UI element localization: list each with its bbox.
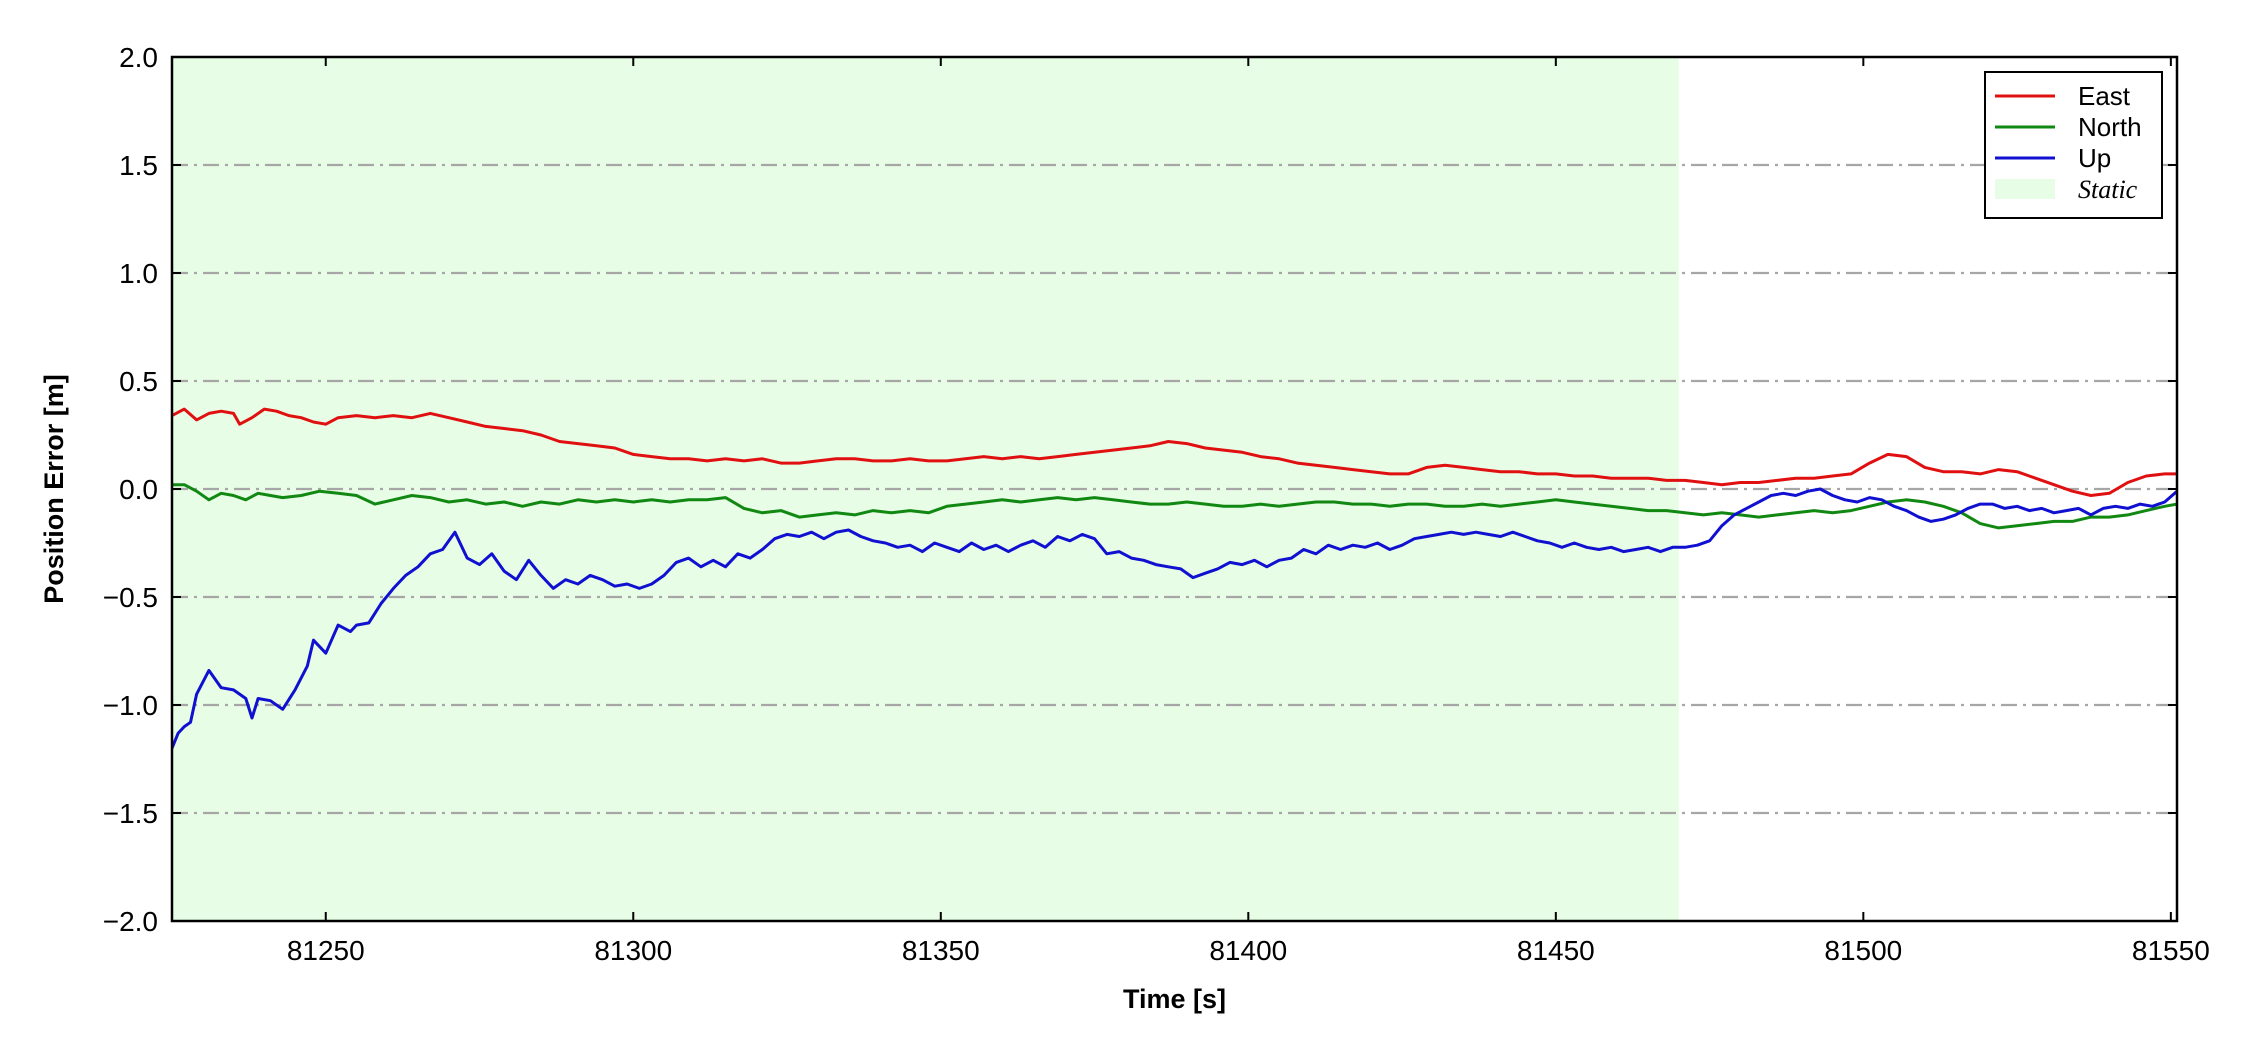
y-tick-label: 1.5 — [119, 150, 158, 181]
legend-label-east: East — [2078, 81, 2131, 111]
y-axis-label: Position Error [m] — [39, 374, 69, 604]
y-tick-label: 1.0 — [119, 258, 158, 289]
grid-lines — [172, 163, 2177, 815]
series-line-north — [172, 483, 2177, 530]
legend-label-up: Up — [2078, 143, 2111, 173]
legend-label-north: North — [2078, 112, 2142, 142]
series-layer — [172, 407, 2177, 750]
x-tick-label: 81350 — [902, 935, 980, 966]
legend-label-static: Static — [2078, 175, 2138, 204]
x-axis-ticks: 81250 81300 81350 81400 81450 81500 81550 — [287, 57, 2210, 966]
y-tick-label: 0.5 — [119, 366, 158, 397]
y-tick-label: 0.0 — [119, 474, 158, 505]
series-line-east — [172, 407, 2177, 497]
legend: East North Up Static — [1984, 71, 2163, 219]
y-tick-label: 2.0 — [119, 42, 158, 73]
series-line-up — [172, 487, 2177, 750]
x-tick-label: 81550 — [2132, 935, 2210, 966]
x-tick-label: 81500 — [1824, 935, 1902, 966]
y-tick-label: −1.5 — [103, 798, 158, 829]
y-tick-label: −2.0 — [103, 906, 158, 937]
x-axis-label: Time [s] — [1123, 984, 1226, 1014]
y-tick-label: −1.0 — [103, 690, 158, 721]
x-tick-label: 81250 — [287, 935, 365, 966]
y-axis-ticks: 2.0 1.5 1.0 0.5 0.0 −0.5 −1.0 −1.5 −2.0 — [103, 42, 2177, 937]
x-tick-label: 81450 — [1517, 935, 1595, 966]
legend-swatch-static — [1995, 179, 2055, 199]
x-tick-label: 81400 — [1209, 935, 1287, 966]
y-tick-label: −0.5 — [103, 582, 158, 613]
x-tick-label: 81300 — [594, 935, 672, 966]
